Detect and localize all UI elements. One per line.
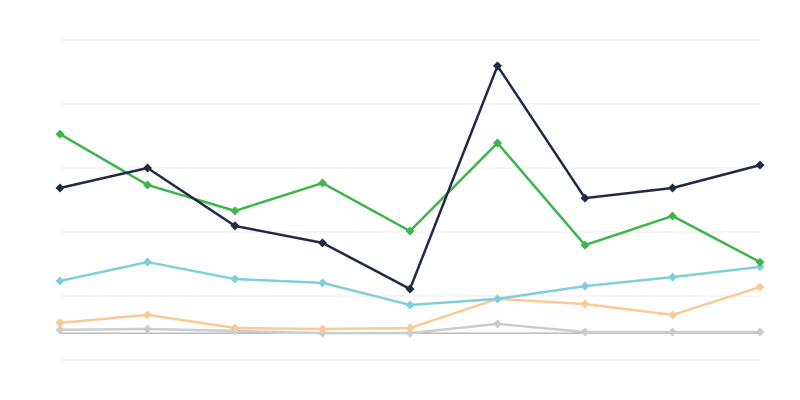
point-marker: [580, 240, 590, 250]
point-marker: [143, 324, 152, 334]
point-marker: [230, 206, 240, 216]
point-marker: [493, 319, 502, 329]
point-marker: [55, 129, 65, 139]
point-marker: [755, 160, 765, 170]
point-marker: [668, 327, 677, 337]
point-marker: [318, 324, 327, 334]
point-marker: [143, 257, 152, 267]
point-marker: [580, 327, 590, 337]
point-marker: [143, 163, 152, 173]
point-marker: [668, 183, 677, 193]
series-line: [59, 260, 761, 307]
series-line: [59, 64, 761, 291]
point-marker: [580, 281, 590, 291]
series-line: [59, 132, 761, 264]
point-marker: [143, 310, 152, 320]
point-marker: [230, 221, 240, 231]
point-marker: [493, 138, 502, 148]
point-marker: [405, 328, 415, 338]
point-marker: [405, 226, 415, 236]
point-marker: [405, 300, 415, 310]
point-marker: [668, 211, 677, 221]
point-marker: [318, 178, 327, 188]
point-marker: [405, 284, 415, 294]
point-marker: [580, 299, 590, 309]
point-marker: [230, 323, 240, 333]
point-marker: [755, 257, 765, 267]
point-marker: [755, 262, 765, 272]
point-marker: [55, 183, 65, 193]
point-marker: [493, 61, 502, 71]
point-marker: [318, 278, 327, 288]
point-marker: [405, 323, 415, 333]
point-marker: [55, 325, 65, 335]
point-marker: [493, 294, 502, 304]
point-marker: [580, 193, 590, 203]
point-marker: [55, 276, 65, 286]
point-marker: [668, 272, 677, 282]
point-marker: [230, 274, 240, 284]
point-marker: [755, 282, 765, 292]
point-marker: [755, 327, 765, 337]
point-marker: [318, 238, 327, 248]
point-marker: [55, 318, 65, 328]
point-marker: [668, 310, 677, 320]
point-marker: [143, 180, 152, 190]
